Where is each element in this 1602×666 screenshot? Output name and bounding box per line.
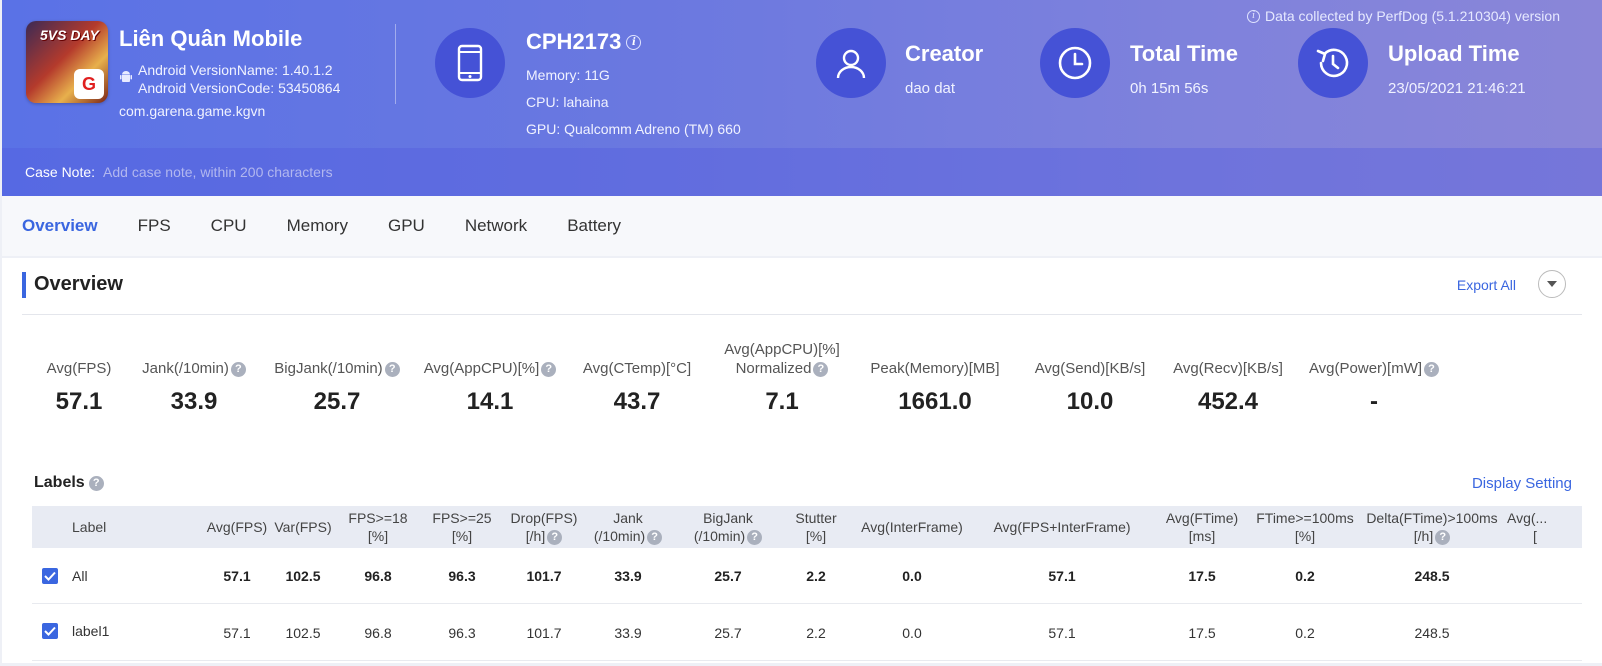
col-fps-18[interactable]: FPS>=18 [%] bbox=[348, 510, 408, 544]
row-checkbox[interactable] bbox=[42, 568, 58, 584]
overview-title: Overview bbox=[34, 273, 123, 295]
upload-time-value: 23/05/2021 21:46:21 bbox=[1388, 80, 1526, 97]
stat-avg-recv: Avg(Recv)[KB/s] 452.4 bbox=[1173, 360, 1283, 415]
tab-network[interactable]: Network bbox=[464, 216, 528, 235]
col-bigjank[interactable]: BigJank (/10min)? bbox=[688, 506, 768, 548]
col-stutter[interactable]: Stutter [%] bbox=[795, 510, 837, 544]
col-ftime-100[interactable]: FTime>=100ms [%] bbox=[1256, 510, 1354, 544]
creator-value: dao dat bbox=[905, 80, 956, 97]
tab-fps[interactable]: FPS bbox=[137, 216, 171, 235]
device-gpu: GPU: Qualcomm Adreno (TM) 660 bbox=[526, 121, 741, 137]
case-note-input[interactable] bbox=[103, 164, 504, 180]
nav-tabs: Overview FPS CPU Memory GPU Network Batt… bbox=[2, 196, 1602, 256]
labels-table: Label Avg(FPS) Var(FPS) FPS>=18 [%] FPS>=… bbox=[32, 506, 1582, 666]
col-label[interactable]: Label bbox=[72, 519, 107, 535]
upload-time-title: Upload Time bbox=[1388, 41, 1520, 66]
stat-avg-send: Avg(Send)[KB/s] 10.0 bbox=[1034, 360, 1146, 415]
col-avg-fps[interactable]: Avg(FPS) bbox=[206, 519, 268, 535]
history-icon bbox=[1298, 28, 1368, 98]
tab-gpu[interactable]: GPU bbox=[387, 216, 425, 235]
stat-bigjank: BigJank(/10min)? 25.7 bbox=[262, 338, 412, 416]
stat-avg-appcpu-normalized: Avg(AppCPU)[%] Normalized? 7.1 bbox=[724, 341, 840, 415]
table-header: Label Avg(FPS) Var(FPS) FPS>=18 [%] FPS>=… bbox=[32, 506, 1582, 548]
chevron-down-icon bbox=[1547, 281, 1557, 287]
stat-avg-ctemp: Avg(CTemp)[°C] 43.7 bbox=[582, 360, 692, 415]
case-note-bar: Case Note: bbox=[2, 148, 1602, 196]
device-info-icon[interactable]: i bbox=[626, 34, 642, 50]
col-jank[interactable]: Jank (/10min)? bbox=[588, 506, 668, 548]
stat-peak-memory: Peak(Memory)[MB] 1661.0 bbox=[870, 360, 1000, 415]
phone-icon bbox=[435, 28, 505, 98]
tab-overview[interactable]: Overview bbox=[22, 216, 98, 235]
col-truncated[interactable]: Avg(...[ bbox=[1507, 510, 1548, 544]
checkmark-icon bbox=[44, 571, 56, 581]
case-note-label: Case Note: bbox=[25, 164, 96, 180]
row-label: All bbox=[72, 568, 88, 584]
device-name: CPH2173 i bbox=[526, 29, 642, 55]
header-divider bbox=[395, 24, 396, 104]
help-icon[interactable]: ? bbox=[647, 529, 663, 545]
app-icon-text: 5VS DAY bbox=[40, 27, 99, 43]
section-divider bbox=[22, 314, 1582, 315]
user-icon bbox=[816, 28, 886, 98]
col-var-fps[interactable]: Var(FPS) bbox=[274, 519, 332, 535]
labels-title: Labels ? bbox=[34, 474, 104, 492]
display-setting-link[interactable]: Display Setting bbox=[1471, 475, 1572, 492]
help-icon[interactable]: ? bbox=[384, 361, 400, 377]
tab-memory[interactable]: Memory bbox=[286, 216, 348, 235]
collapse-button[interactable] bbox=[1538, 270, 1566, 298]
total-time-value: 0h 15m 56s bbox=[1130, 80, 1209, 97]
row-label: label1 bbox=[72, 623, 110, 639]
garena-logo-icon: G bbox=[74, 69, 104, 99]
col-drop-fps[interactable]: Drop(FPS) [/h]? bbox=[510, 510, 578, 545]
section-accent-bar bbox=[22, 272, 26, 298]
help-icon[interactable]: ? bbox=[88, 475, 104, 491]
col-avg-ftime[interactable]: Avg(FTime) [ms] bbox=[1165, 510, 1239, 544]
creator-title: Creator bbox=[905, 41, 984, 66]
tab-cpu[interactable]: CPU bbox=[210, 216, 247, 235]
stat-jank: Jank(/10min)? 33.9 bbox=[134, 338, 254, 416]
col-fps-25[interactable]: FPS>=25 [%] bbox=[432, 510, 492, 544]
help-icon[interactable]: ? bbox=[747, 529, 763, 545]
info-icon: i bbox=[1247, 9, 1261, 23]
stat-avg-power: Avg(Power)[mW]? - bbox=[1304, 338, 1444, 416]
checkmark-icon bbox=[44, 626, 56, 636]
data-collected-note: i Data collected by PerfDog (5.1.210304)… bbox=[1247, 8, 1560, 24]
help-icon[interactable]: ? bbox=[813, 361, 829, 377]
stat-avg-appcpu: Avg(AppCPU)[%]? 14.1 bbox=[418, 338, 562, 416]
help-icon[interactable]: ? bbox=[1435, 529, 1451, 545]
total-time-title: Total Time bbox=[1130, 41, 1238, 66]
table-row[interactable]: All 57.1 102.5 96.8 96.3 101.7 33.9 25.7… bbox=[32, 548, 1582, 604]
android-icon bbox=[120, 71, 132, 82]
app-icon: 5VS DAY G bbox=[26, 21, 108, 103]
col-delta-ftime[interactable]: Delta(FTime)>100ms [/h]? bbox=[1366, 510, 1498, 545]
device-cpu: CPU: lahaina bbox=[526, 94, 609, 110]
report-header: i Data collected by PerfDog (5.1.210304)… bbox=[2, 0, 1602, 196]
clock-icon bbox=[1040, 28, 1110, 98]
tab-battery[interactable]: Battery bbox=[567, 216, 622, 235]
row-checkbox[interactable] bbox=[42, 623, 58, 639]
overview-panel: Overview Export All Avg(FPS) 57.1 Jank(/… bbox=[2, 258, 1602, 663]
app-name: Liên Quân Mobile bbox=[119, 26, 303, 51]
table-row[interactable]: label1 57.1 102.5 96.8 96.3 101.7 33.9 2… bbox=[32, 605, 1582, 661]
help-icon[interactable]: ? bbox=[230, 361, 246, 377]
col-avg-fps-interframe[interactable]: Avg(FPS+InterFrame) bbox=[993, 519, 1131, 535]
help-icon[interactable]: ? bbox=[541, 361, 557, 377]
device-memory: Memory: 11G bbox=[526, 67, 610, 83]
help-icon[interactable]: ? bbox=[1424, 361, 1440, 377]
app-version: Android VersionName: 1.40.1.2 Android Ve… bbox=[138, 62, 341, 96]
export-all-link[interactable]: Export All bbox=[1456, 277, 1516, 293]
overview-stats: Avg(FPS) 57.1 Jank(/10min)? 33.9 BigJank… bbox=[22, 338, 1442, 428]
app-package: com.garena.game.kgvn bbox=[119, 103, 266, 119]
col-avg-interframe[interactable]: Avg(InterFrame) bbox=[861, 519, 963, 535]
help-icon[interactable]: ? bbox=[547, 529, 563, 545]
stat-avg-fps: Avg(FPS) 57.1 bbox=[46, 360, 112, 415]
